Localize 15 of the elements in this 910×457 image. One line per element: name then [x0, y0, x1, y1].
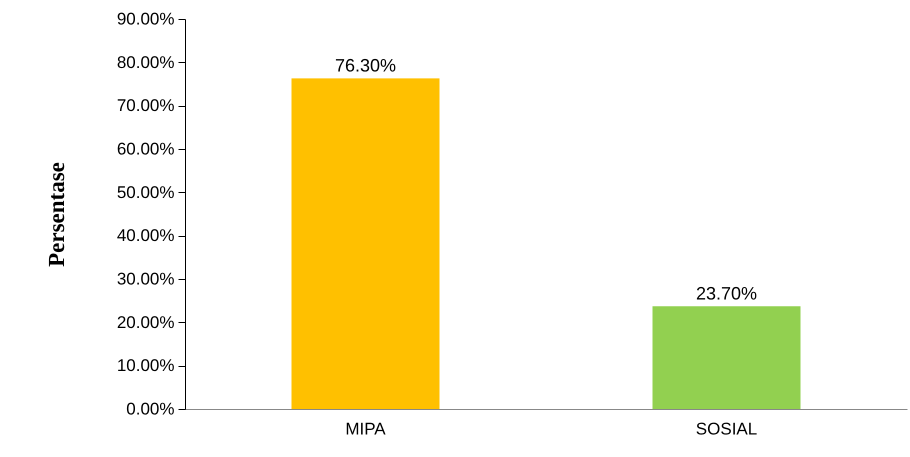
- y-tick-label: 40.00%: [116, 226, 174, 246]
- y-tick-label: 30.00%: [116, 270, 174, 288]
- y-tick-label: 70.00%: [116, 96, 174, 116]
- data-label: 23.70%: [696, 283, 758, 304]
- y-tick-label: 0.00%: [126, 400, 174, 418]
- y-tick-label: 10.00%: [116, 356, 174, 376]
- x-tick-label: SOSIAL: [696, 420, 758, 438]
- y-tick-label: 50.00%: [116, 182, 174, 202]
- data-label: 76.30%: [334, 55, 396, 76]
- y-tick-label: 20.00%: [116, 312, 174, 332]
- y-tick-label: 60.00%: [116, 140, 174, 158]
- x-tick-label: MIPA: [345, 420, 386, 438]
- y-tick-label: 80.00%: [116, 52, 174, 72]
- y-tick-label: 90.00%: [116, 10, 174, 28]
- y-axis-title: Persentase: [44, 162, 69, 267]
